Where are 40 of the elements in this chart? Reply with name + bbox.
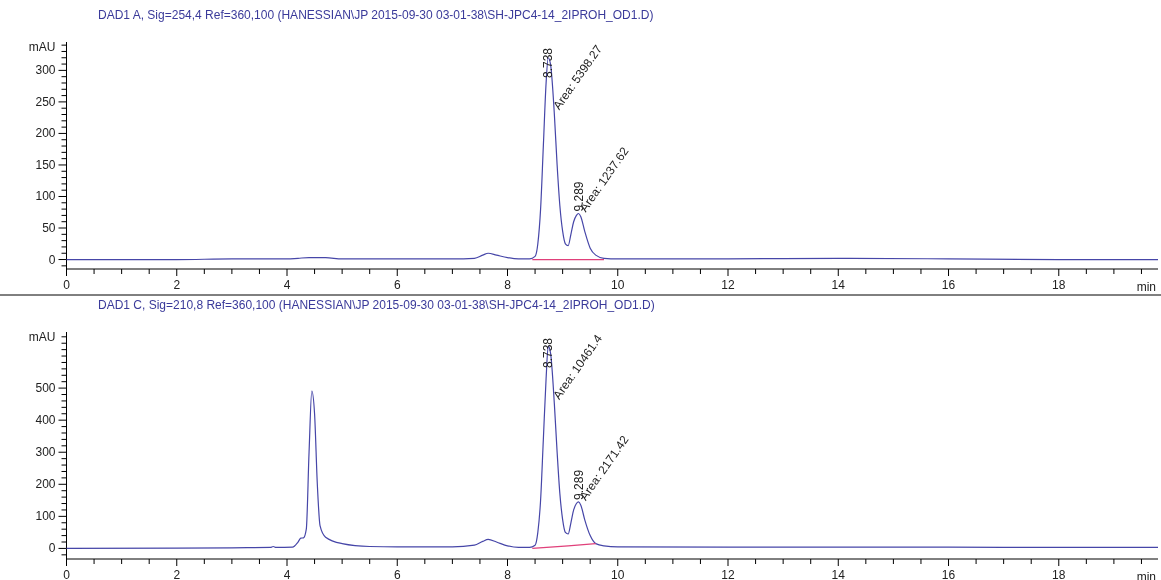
x-tick-label: 18 [1052, 568, 1066, 580]
x-tick-label: 8 [504, 278, 512, 292]
x-tick-label: 16 [941, 278, 956, 292]
x-tick-label: 12 [721, 568, 736, 580]
y-tick-label: 200 [35, 477, 56, 492]
x-tick-label: 16 [941, 568, 956, 580]
x-tick-label: 14 [831, 568, 846, 580]
y-tick-label: 150 [35, 157, 56, 172]
x-tick-label: 8 [504, 568, 512, 580]
x-tick-label: 6 [393, 278, 401, 292]
x-tick-label: 2 [173, 278, 181, 292]
annotation: 8.738 [541, 47, 556, 78]
x-tick-label: 14 [831, 278, 846, 292]
y-tick-label: 300 [35, 63, 56, 78]
x-tick-label: 6 [393, 568, 401, 580]
y-tick-label: 300 [35, 445, 56, 460]
annotation: 8.738 [541, 337, 556, 368]
y-tick-label: 250 [35, 94, 56, 109]
x-tick-label: 18 [1052, 278, 1066, 292]
y-axis-title: mAU [28, 330, 56, 344]
x-tick-label: 10 [611, 568, 625, 580]
y-tick-label: 100 [35, 509, 56, 524]
x-tick-label: 4 [283, 568, 291, 580]
y-tick-label: 500 [35, 381, 56, 396]
x-tick-label: 2 [173, 568, 181, 580]
x-tick-label: 4 [283, 278, 291, 292]
x-tick-label: 0 [63, 568, 71, 580]
chart-title: DAD1 C, Sig=210,8 Ref=360,100 (HANESSIAN\JP 2015-09-30 03-01-38\SH-JPC4-14_2IPROH_OD1.D) [98, 298, 655, 312]
y-tick-label: 400 [35, 413, 56, 428]
x-axis-title: min [1136, 280, 1156, 294]
y-tick-label: 0 [48, 541, 56, 556]
y-tick-label: 0 [48, 252, 56, 267]
y-axis-title: mAU [28, 40, 56, 54]
x-tick-label: 10 [611, 278, 625, 292]
chart-title: DAD1 A, Sig=254,4 Ref=360,100 (HANESSIAN\JP 2015-09-30 03-01-38\SH-JPC4-14_2IPROH_OD1.D) [98, 8, 654, 22]
y-tick-label: 200 [35, 126, 56, 141]
x-tick-label: 0 [63, 278, 71, 292]
y-tick-label: 100 [35, 189, 56, 204]
x-tick-label: 12 [721, 278, 736, 292]
y-tick-label: 50 [42, 221, 56, 236]
